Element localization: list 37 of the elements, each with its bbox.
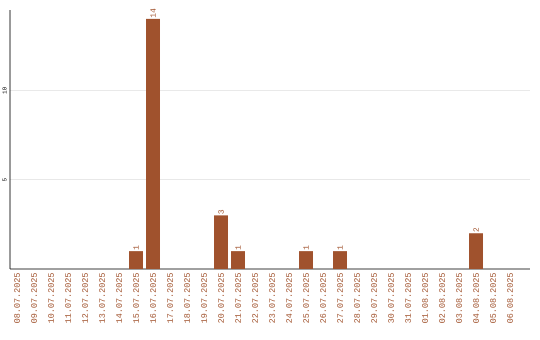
x-tick-label: 30.07.2025: [388, 273, 394, 323]
x-tick-label: 08.07.2025: [14, 273, 20, 323]
x-tick-label: 28.07.2025: [354, 273, 360, 323]
bar: [231, 251, 246, 269]
x-tick-label: 20.07.2025: [218, 273, 224, 323]
x-tick-label: 26.07.2025: [320, 273, 326, 323]
bar: [299, 251, 314, 269]
x-tick-label: 14.07.2025: [116, 273, 122, 323]
x-tick-label: 02.08.2025: [439, 273, 445, 323]
x-tick-label: 31.07.2025: [405, 273, 411, 323]
x-tick-label: 18.07.2025: [184, 273, 190, 323]
x-tick-label: 29.07.2025: [371, 273, 377, 323]
x-tick-label: 09.07.2025: [31, 273, 37, 323]
bar: [129, 251, 144, 269]
x-tick-label: 23.07.2025: [269, 273, 275, 323]
x-tick-label: 24.07.2025: [286, 273, 292, 323]
x-tick-label: 13.07.2025: [99, 273, 105, 323]
x-tick-label: 21.07.2025: [235, 273, 241, 323]
bar: [146, 18, 160, 269]
x-tick-label: 25.07.2025: [303, 273, 309, 323]
x-tick-label: 06.08.2025: [507, 273, 513, 323]
bar: [214, 215, 228, 269]
x-tick-label: 03.08.2025: [456, 273, 462, 323]
x-tick-label: 27.07.2025: [337, 273, 343, 323]
x-tick-label: 16.07.2025: [150, 273, 156, 323]
x-tick-label: 12.07.2025: [82, 273, 88, 323]
bar: [333, 251, 348, 269]
x-tick-label: 22.07.2025: [252, 273, 258, 323]
x-tick-label: 15.07.2025: [133, 273, 139, 323]
x-tick-label: 10.07.2025: [48, 273, 54, 323]
x-tick-label: 19.07.2025: [201, 273, 207, 323]
x-tick-label: 01.08.2025: [422, 273, 428, 323]
x-tick-label: 05.08.2025: [490, 273, 496, 323]
x-tick-label: 04.08.2025: [473, 273, 479, 323]
bar: [469, 233, 484, 269]
x-tick-label: 11.07.2025: [65, 273, 71, 323]
x-tick-label: 17.07.2025: [167, 273, 173, 323]
